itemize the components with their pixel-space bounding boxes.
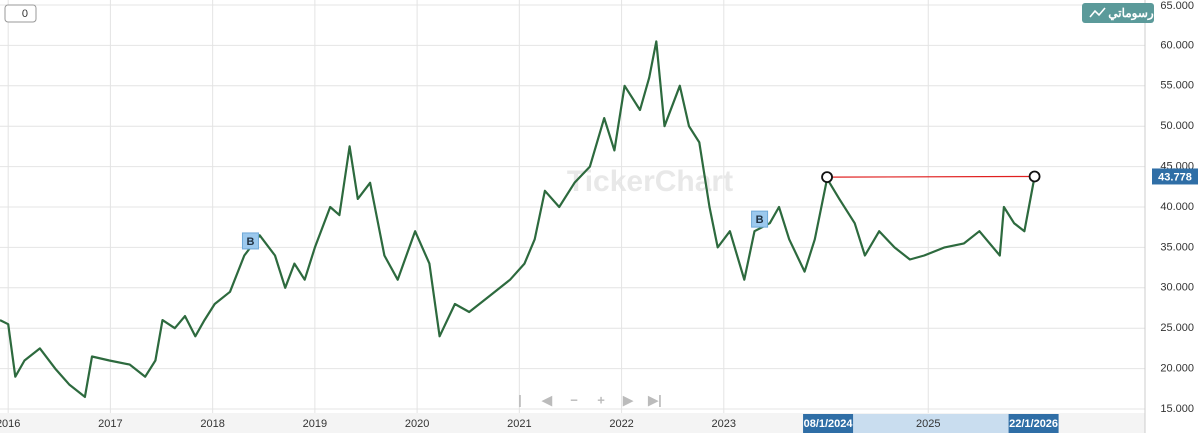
x-tick-label: 2016 [0, 418, 20, 430]
x-tick-label: 2025 [916, 418, 940, 430]
drawings-button[interactable] [1082, 3, 1154, 23]
counter-value: 0 [22, 8, 28, 20]
y-tick-label: 60.000 [1160, 39, 1194, 51]
y-tick-label: 35.000 [1160, 241, 1194, 253]
counter-box [4, 4, 37, 23]
y-tick-label: 55.000 [1160, 80, 1194, 92]
toolbar-button[interactable]: ◀ [541, 392, 553, 407]
trend-handle [1028, 170, 1041, 183]
price-line [0, 40, 1036, 398]
signal-box [241, 232, 259, 250]
y-tick-label: 15.000 [1160, 403, 1194, 415]
drawings-icon [1089, 7, 1106, 18]
x-tick-label: 2017 [98, 418, 122, 430]
signal-box [751, 210, 769, 228]
toolbar-button[interactable]: + [597, 392, 605, 407]
x-tick-label: 2023 [712, 418, 736, 430]
last-price-box [1152, 168, 1198, 185]
trend-line [827, 175, 1035, 178]
y-tick-label: 50.000 [1160, 120, 1194, 132]
y-tick-label: 65.000 [1160, 0, 1194, 12]
y-tick-label: 25.000 [1160, 322, 1194, 334]
last-price-label: 43.778 [1158, 171, 1192, 183]
y-tick-label: 40.000 [1160, 201, 1194, 213]
x-tick-label: 2020 [405, 418, 429, 430]
toolbar-button[interactable]: − [570, 392, 578, 407]
signal-label: B [756, 214, 764, 226]
toolbar-button[interactable]: | [518, 392, 522, 407]
x-tick-label: 2018 [200, 418, 224, 430]
range-marker-box [803, 414, 854, 433]
range-marker-label: 22/1/2026 [1009, 418, 1058, 430]
toolbar-button[interactable]: ▶| [647, 392, 662, 407]
range-marker-box [1008, 414, 1059, 433]
trend-handle [821, 171, 833, 184]
y-tick-label: 30.000 [1160, 282, 1194, 294]
y-tick-label: 20.000 [1160, 363, 1194, 375]
range-marker-label: 08/1/2024 [804, 418, 854, 430]
range-band [827, 414, 1035, 433]
x-tick-label: 2019 [303, 418, 327, 430]
x-tick-label: 2021 [507, 418, 531, 430]
signal-label: B [246, 236, 254, 248]
drawings-button-label[interactable]: رسوماتي [1108, 6, 1154, 21]
toolbar-button[interactable]: ▶ [622, 392, 634, 407]
x-tick-label: 2022 [609, 418, 633, 430]
